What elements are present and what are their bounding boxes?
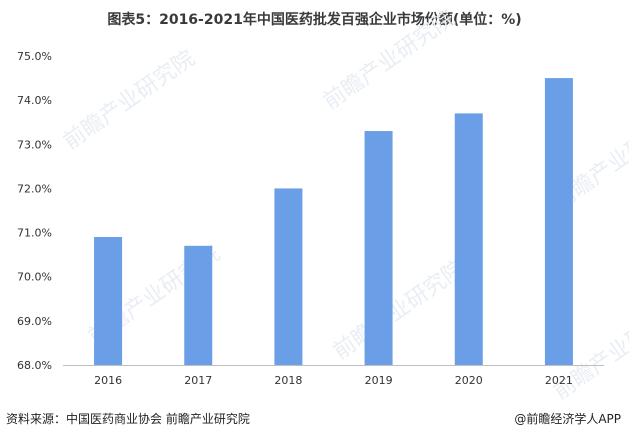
x-tick-label: 2017 bbox=[184, 374, 212, 387]
chart-title: 图表5：2016-2021年中国医药批发百强企业市场份额(单位：%) bbox=[107, 12, 522, 28]
y-tick-label: 74.0% bbox=[17, 94, 52, 107]
y-tick-label: 70.0% bbox=[17, 271, 52, 284]
x-axis: 2016 2017 2018 2019 2020 2021 bbox=[63, 365, 604, 387]
bar-2020 bbox=[454, 113, 483, 365]
x-tick-label: 2019 bbox=[365, 374, 393, 387]
x-tick-label: 2021 bbox=[545, 374, 573, 387]
watermark-text: 前瞻产业研究院 bbox=[319, 6, 460, 115]
bar-2019 bbox=[364, 131, 393, 365]
y-tick-label: 75.0% bbox=[17, 50, 52, 63]
watermark-text: 前瞻产业研究院 bbox=[329, 256, 470, 365]
bar-2016 bbox=[94, 236, 123, 365]
watermark-text: 前瞻产业研究院 bbox=[59, 46, 200, 155]
y-tick-label: 71.0% bbox=[17, 227, 52, 240]
x-tick-label: 2016 bbox=[94, 374, 122, 387]
bars bbox=[94, 78, 573, 366]
y-axis: 68.0% 69.0% 70.0% 71.0% 72.0% 73.0% 74.0% 75.0% bbox=[17, 50, 52, 372]
bar-2017 bbox=[184, 245, 213, 365]
brand-credit: @前瞻经济学人APP bbox=[514, 412, 621, 426]
source-note: 资料来源：中国医药商业协会 前瞻产业研究院 bbox=[6, 412, 250, 426]
y-tick-label: 68.0% bbox=[17, 359, 52, 372]
bar-2018 bbox=[274, 188, 303, 365]
y-tick-label: 69.0% bbox=[17, 315, 52, 328]
x-tick-label: 2020 bbox=[455, 374, 483, 387]
bar-2021 bbox=[544, 78, 573, 366]
y-tick-label: 72.0% bbox=[17, 182, 52, 195]
x-tick-label: 2018 bbox=[274, 374, 302, 387]
y-tick-label: 73.0% bbox=[17, 138, 52, 151]
